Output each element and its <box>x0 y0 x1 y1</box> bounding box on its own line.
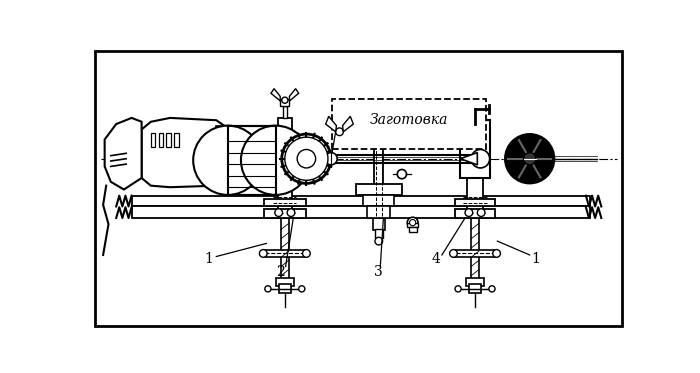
Bar <box>372 218 385 231</box>
Polygon shape <box>342 116 354 132</box>
Circle shape <box>489 286 495 292</box>
Circle shape <box>241 126 310 195</box>
Circle shape <box>375 237 383 245</box>
Bar <box>280 99 290 106</box>
Bar <box>466 278 484 286</box>
Circle shape <box>398 169 407 179</box>
Circle shape <box>407 217 418 228</box>
Bar <box>368 207 391 218</box>
Circle shape <box>477 209 485 216</box>
Bar <box>228 126 276 195</box>
Polygon shape <box>461 153 477 165</box>
Bar <box>132 196 589 207</box>
Polygon shape <box>271 89 280 101</box>
Bar <box>279 284 291 294</box>
Circle shape <box>524 153 536 165</box>
Circle shape <box>287 209 295 216</box>
Circle shape <box>336 128 344 136</box>
Bar <box>407 223 418 227</box>
Circle shape <box>325 153 337 165</box>
Circle shape <box>505 134 554 184</box>
Bar <box>216 126 228 178</box>
Circle shape <box>299 286 304 292</box>
Bar <box>264 199 306 207</box>
Circle shape <box>285 137 328 180</box>
Circle shape <box>275 209 283 216</box>
Bar <box>278 118 292 218</box>
Circle shape <box>471 150 490 168</box>
Bar <box>332 99 486 149</box>
Bar <box>167 133 171 147</box>
Bar <box>151 133 155 147</box>
Circle shape <box>282 97 288 103</box>
Text: 4: 4 <box>431 252 440 266</box>
Text: 1: 1 <box>531 252 540 266</box>
Circle shape <box>297 150 316 168</box>
Bar <box>158 133 163 147</box>
Bar <box>276 278 294 286</box>
Polygon shape <box>290 89 299 101</box>
Bar <box>363 195 394 207</box>
Text: 3: 3 <box>374 265 382 279</box>
Circle shape <box>265 286 271 292</box>
Bar <box>375 229 383 238</box>
Bar <box>409 227 416 232</box>
Bar <box>454 250 496 257</box>
Circle shape <box>449 250 457 257</box>
Circle shape <box>281 134 331 184</box>
Bar <box>374 147 384 218</box>
Bar <box>132 207 589 218</box>
Polygon shape <box>141 118 224 187</box>
Bar <box>461 120 490 178</box>
Circle shape <box>193 126 262 195</box>
Circle shape <box>410 220 416 226</box>
Bar <box>471 218 479 280</box>
Bar <box>174 133 178 147</box>
Bar <box>264 209 306 218</box>
Circle shape <box>260 250 267 257</box>
Circle shape <box>465 209 472 216</box>
Bar <box>466 128 484 218</box>
Circle shape <box>455 286 461 292</box>
Bar <box>283 106 287 118</box>
Bar <box>228 126 276 195</box>
Bar <box>455 209 495 218</box>
Bar <box>469 284 481 294</box>
Circle shape <box>493 250 500 257</box>
Bar <box>356 184 402 195</box>
Text: 1: 1 <box>204 252 213 266</box>
Bar <box>281 218 288 280</box>
Polygon shape <box>105 118 141 189</box>
Bar <box>263 250 307 257</box>
Polygon shape <box>326 116 337 132</box>
Text: Заготовка: Заготовка <box>370 113 448 127</box>
Bar <box>455 199 495 207</box>
Circle shape <box>302 250 310 257</box>
Text: 2: 2 <box>276 265 285 279</box>
